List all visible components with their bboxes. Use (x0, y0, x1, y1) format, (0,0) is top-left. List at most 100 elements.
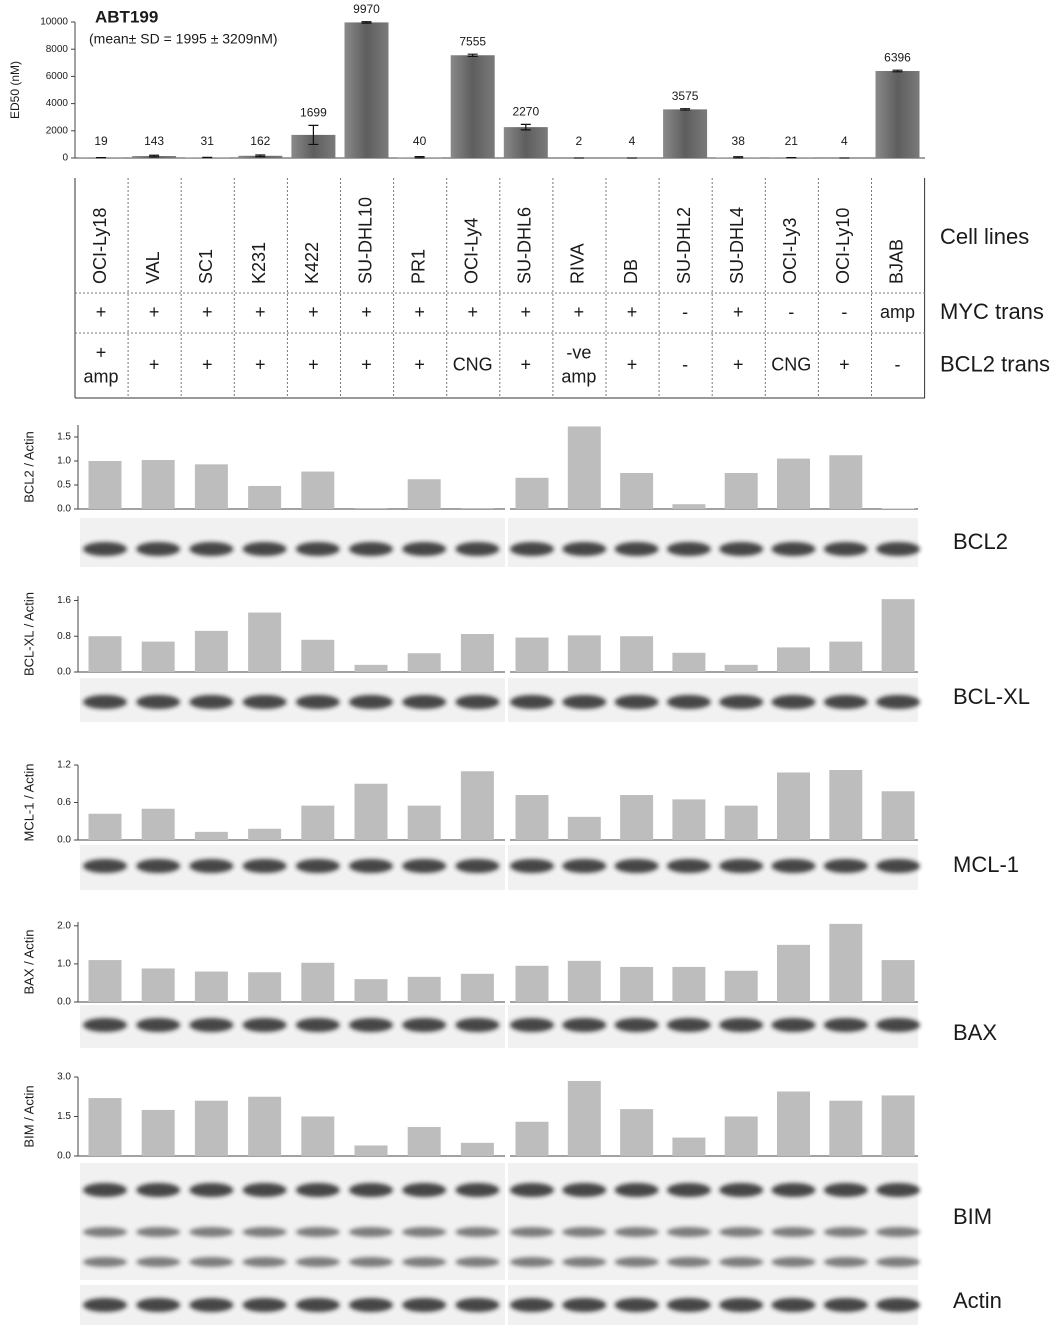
data-label: 143 (144, 134, 164, 148)
blot-band (562, 542, 606, 556)
blot-band (402, 542, 446, 556)
blot-band (136, 542, 180, 556)
cell-line: K231 (249, 242, 269, 284)
blot-band (876, 1227, 920, 1237)
blot-label: BAX (953, 1020, 997, 1045)
row-label: BCL2 trans (940, 351, 1050, 376)
data-label: 21 (785, 134, 799, 148)
table-cell: + (361, 302, 372, 322)
chart-title: ABT199 (95, 7, 158, 26)
blot-band (772, 542, 816, 556)
y-tick-label: 2000 (46, 125, 69, 136)
bar (882, 599, 915, 672)
table-cell: + (574, 302, 585, 322)
blot-band (719, 1183, 763, 1197)
blot-band (719, 1298, 763, 1312)
bar (620, 967, 653, 1002)
blot-band (455, 542, 499, 556)
blot-band (667, 859, 711, 873)
table-cell: + (521, 302, 532, 322)
blot-band (402, 859, 446, 873)
bar (620, 795, 653, 840)
blot-band (136, 1298, 180, 1312)
y-axis-label: BCL-XL / Actin (21, 592, 36, 676)
bar (876, 71, 920, 158)
blot-band (136, 1257, 180, 1267)
cell-line: SU-DHL10 (355, 197, 375, 284)
blot-band (667, 1183, 711, 1197)
blot-band (667, 1298, 711, 1312)
bar (504, 127, 548, 158)
blot-band (136, 695, 180, 709)
y-tick-label: 8000 (46, 44, 69, 55)
table-cell: CNG (771, 354, 811, 374)
bar (301, 472, 334, 509)
bar (301, 640, 334, 672)
bar (568, 635, 601, 672)
y-tick-label: 10000 (40, 17, 68, 28)
cell-line: BJAB (886, 239, 906, 284)
blot-label: BCL2 (953, 529, 1008, 554)
blot-band (455, 859, 499, 873)
bar (461, 634, 494, 672)
blot-band (824, 859, 868, 873)
blot-background (508, 518, 918, 567)
blot-band (667, 1227, 711, 1237)
blot-band (772, 1018, 816, 1032)
cell-line: OCI-Ly10 (833, 208, 853, 284)
blot-band (243, 1227, 287, 1237)
bar (301, 1117, 334, 1157)
blot-band (296, 1257, 340, 1267)
bar (663, 109, 707, 158)
bar (725, 1117, 758, 1157)
blot-band (189, 542, 233, 556)
data-label: 40 (413, 134, 427, 148)
blot-band (83, 695, 127, 709)
bar (672, 967, 705, 1002)
blot-band (402, 1298, 446, 1312)
table-cell: + (839, 354, 850, 374)
y-tick-label: 1.0 (57, 959, 71, 970)
y-axis-label: ED50 (nM) (8, 61, 22, 119)
bar (142, 1110, 175, 1156)
bar (672, 1138, 705, 1156)
table-cell: + (627, 302, 638, 322)
blot-band (562, 1183, 606, 1197)
blot-band (824, 1298, 868, 1312)
bar (516, 1122, 549, 1156)
blot-band (136, 1183, 180, 1197)
bar (408, 1127, 441, 1156)
bar (516, 966, 549, 1002)
blot-band (772, 1183, 816, 1197)
blot-band (667, 1257, 711, 1267)
bar (777, 459, 810, 509)
chart-subtitle: (mean± SD = 1995 ± 3209nM) (89, 31, 278, 47)
y-tick-label: 0.6 (57, 797, 71, 808)
bar (248, 613, 281, 672)
blot-band (876, 542, 920, 556)
bar (195, 1101, 228, 1156)
blot-band (562, 1227, 606, 1237)
error-bar (733, 157, 743, 158)
blot-band (510, 695, 554, 709)
blot-band (402, 1183, 446, 1197)
bar (777, 945, 810, 1002)
bar (301, 806, 334, 840)
blot-band (189, 1227, 233, 1237)
blot-band (719, 1018, 763, 1032)
blot-band (136, 1227, 180, 1237)
table-cell: + (149, 302, 160, 322)
bar (142, 642, 175, 672)
blot-band (562, 1018, 606, 1032)
data-label: 38 (732, 134, 746, 148)
blot-band (824, 1183, 868, 1197)
blot-band (876, 695, 920, 709)
bar (142, 460, 175, 509)
blot-band (615, 1298, 659, 1312)
y-tick-label: 0.0 (57, 835, 71, 846)
cell-line: SU-DHL2 (674, 207, 694, 284)
y-tick-label: 1.2 (57, 760, 71, 771)
blot-band (824, 1257, 868, 1267)
blot-band (562, 1298, 606, 1312)
blot-band (455, 1183, 499, 1197)
